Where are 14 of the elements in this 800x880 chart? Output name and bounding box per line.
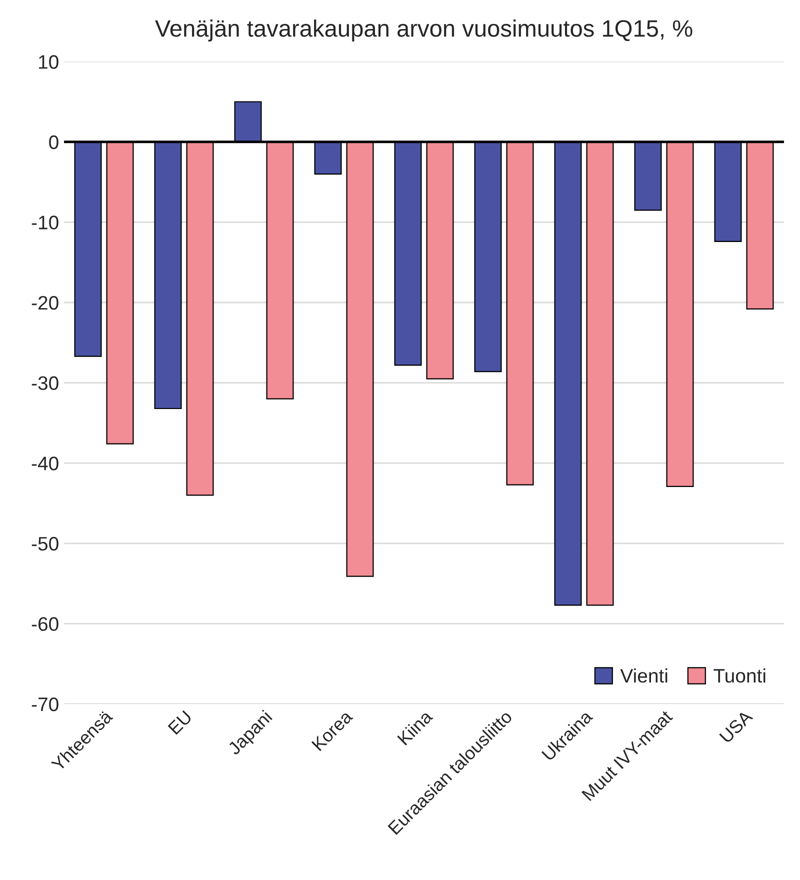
y-tick-label: -30 [32, 376, 58, 390]
y-tick-label: -70 [32, 697, 58, 712]
x-tick-label: EU [168, 710, 192, 735]
legend-label: Vienti [620, 668, 668, 683]
y-tick-label: 0 [49, 135, 58, 150]
y-tick-label: -20 [32, 296, 58, 310]
x-tick-label: USA [719, 709, 754, 744]
legend-label: Tuonti [714, 668, 766, 683]
y-tick-label: -60 [32, 617, 58, 631]
y-tick-label: -40 [32, 456, 58, 470]
y-tick-label: -10 [32, 216, 58, 230]
y-tick-label: -50 [32, 536, 58, 551]
chart-title: Venäjän tavarakaupan arvon vuosimuutos 1Q15, % [155, 19, 692, 42]
y-tick-label: 10 [38, 55, 58, 69]
